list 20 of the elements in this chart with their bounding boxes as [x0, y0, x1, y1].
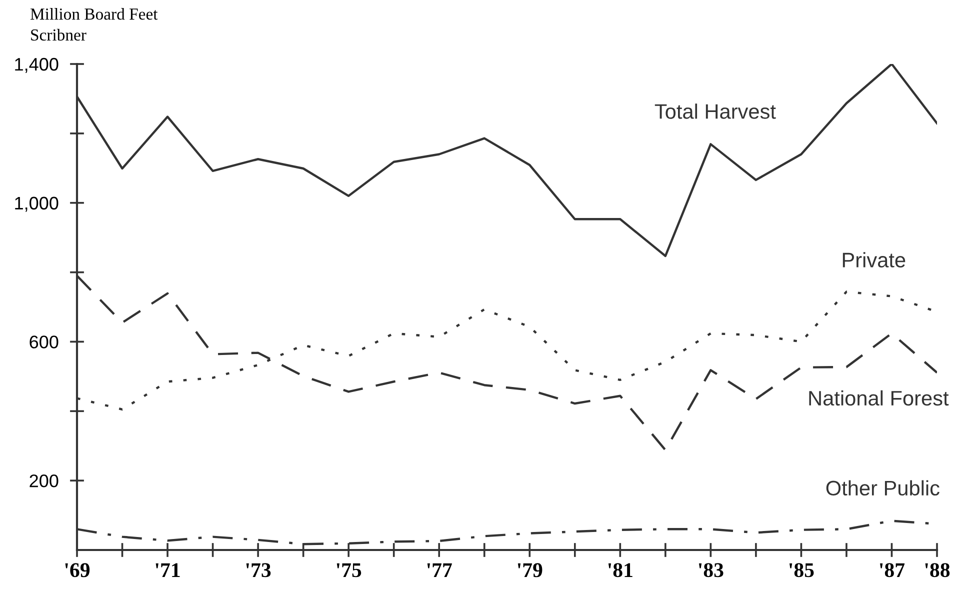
- x-tick-label: '69: [65, 563, 90, 578]
- x-tick-label: '83: [698, 563, 724, 578]
- x-tick-label: '87: [880, 563, 905, 578]
- x-tick-label: '71: [156, 563, 180, 577]
- x-tick-label: '77: [427, 563, 452, 577]
- y-tick-label: 200: [30, 474, 58, 488]
- y-axis-title: Million Board Feet Scribner: [30, 8, 158, 41]
- y-tick-label: 1,000: [15, 196, 58, 212]
- series-label: National Forest: [809, 390, 949, 406]
- series-label: Other Public: [826, 480, 940, 496]
- x-tick-label: '79: [518, 563, 542, 578]
- y-tick-label: 1,400: [15, 58, 58, 73]
- x-tick-label: '88: [925, 563, 950, 578]
- x-tick-label: '75: [336, 563, 362, 578]
- x-tick-label: '73: [246, 563, 271, 578]
- y-tick-label: 600: [30, 336, 58, 348]
- series-label: Private: [842, 252, 906, 268]
- series-label: Total Harvest: [654, 104, 776, 119]
- x-tick-label: '81: [608, 563, 632, 578]
- x-tick-label: '85: [789, 563, 814, 578]
